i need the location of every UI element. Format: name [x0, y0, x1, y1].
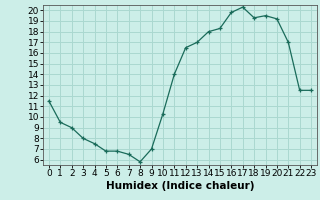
X-axis label: Humidex (Indice chaleur): Humidex (Indice chaleur)	[106, 181, 254, 191]
